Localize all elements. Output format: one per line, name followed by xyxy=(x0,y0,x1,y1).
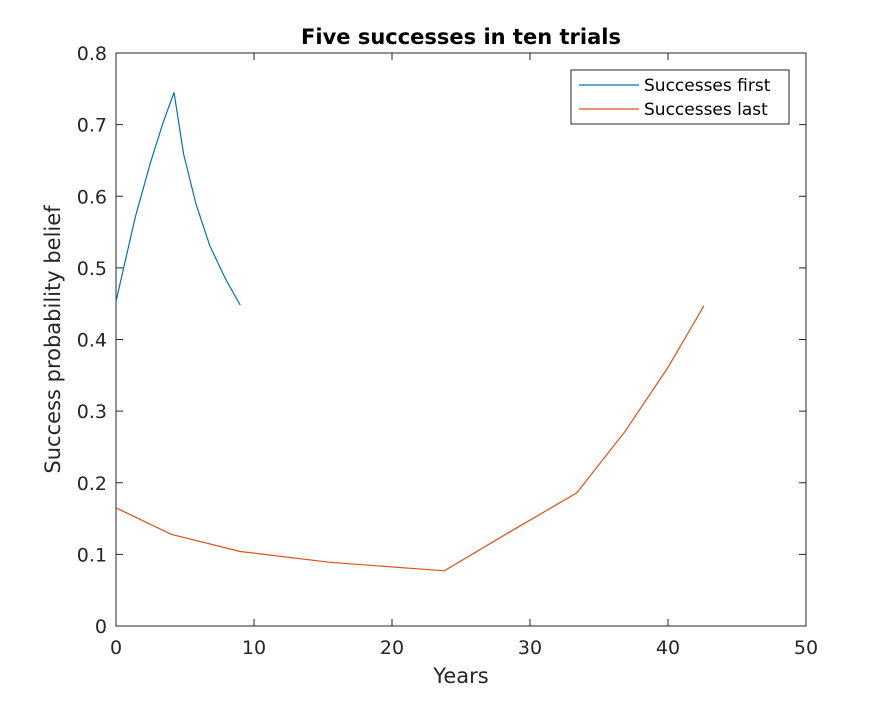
x-tick-label: 10 xyxy=(242,637,266,659)
y-tick-label: 0 xyxy=(95,616,107,638)
y-tick-label: 0.5 xyxy=(77,258,107,280)
plot-area xyxy=(115,52,807,627)
x-tick-label: 30 xyxy=(518,637,542,659)
legend-label-1: Successes first xyxy=(644,76,771,96)
y-tick-label: 0.2 xyxy=(77,473,107,495)
y-tick-label: 0.7 xyxy=(77,115,107,137)
x-tick-label: 40 xyxy=(656,637,680,659)
y-axis: 0 0.1 0.2 0.3 0.4 0.5 0.6 0.7 0.8 xyxy=(77,43,806,638)
y-tick-label: 0.1 xyxy=(77,544,107,566)
legend-label-2: Successes last xyxy=(644,100,768,120)
series-line-1 xyxy=(115,92,241,306)
y-tick-label: 0.8 xyxy=(77,43,107,65)
y-tick-label: 0.6 xyxy=(77,186,107,208)
x-tick-label: 0 xyxy=(110,637,122,659)
y-axis-label: Success probability belief xyxy=(41,205,65,474)
legend-box xyxy=(570,69,790,125)
series-layer xyxy=(115,92,705,572)
series-line-2 xyxy=(115,305,705,572)
legend: Successes first Successes last xyxy=(570,69,790,125)
x-tick-label: 20 xyxy=(380,637,404,659)
x-tick-label: 50 xyxy=(794,637,818,659)
x-axis: 0 10 20 30 40 50 xyxy=(110,53,818,659)
y-tick-label: 0.4 xyxy=(77,330,107,352)
y-tick-label: 0.3 xyxy=(77,401,107,423)
x-axis-label: Years xyxy=(432,664,488,688)
chart-title: Five successes in ten trials xyxy=(301,25,621,49)
